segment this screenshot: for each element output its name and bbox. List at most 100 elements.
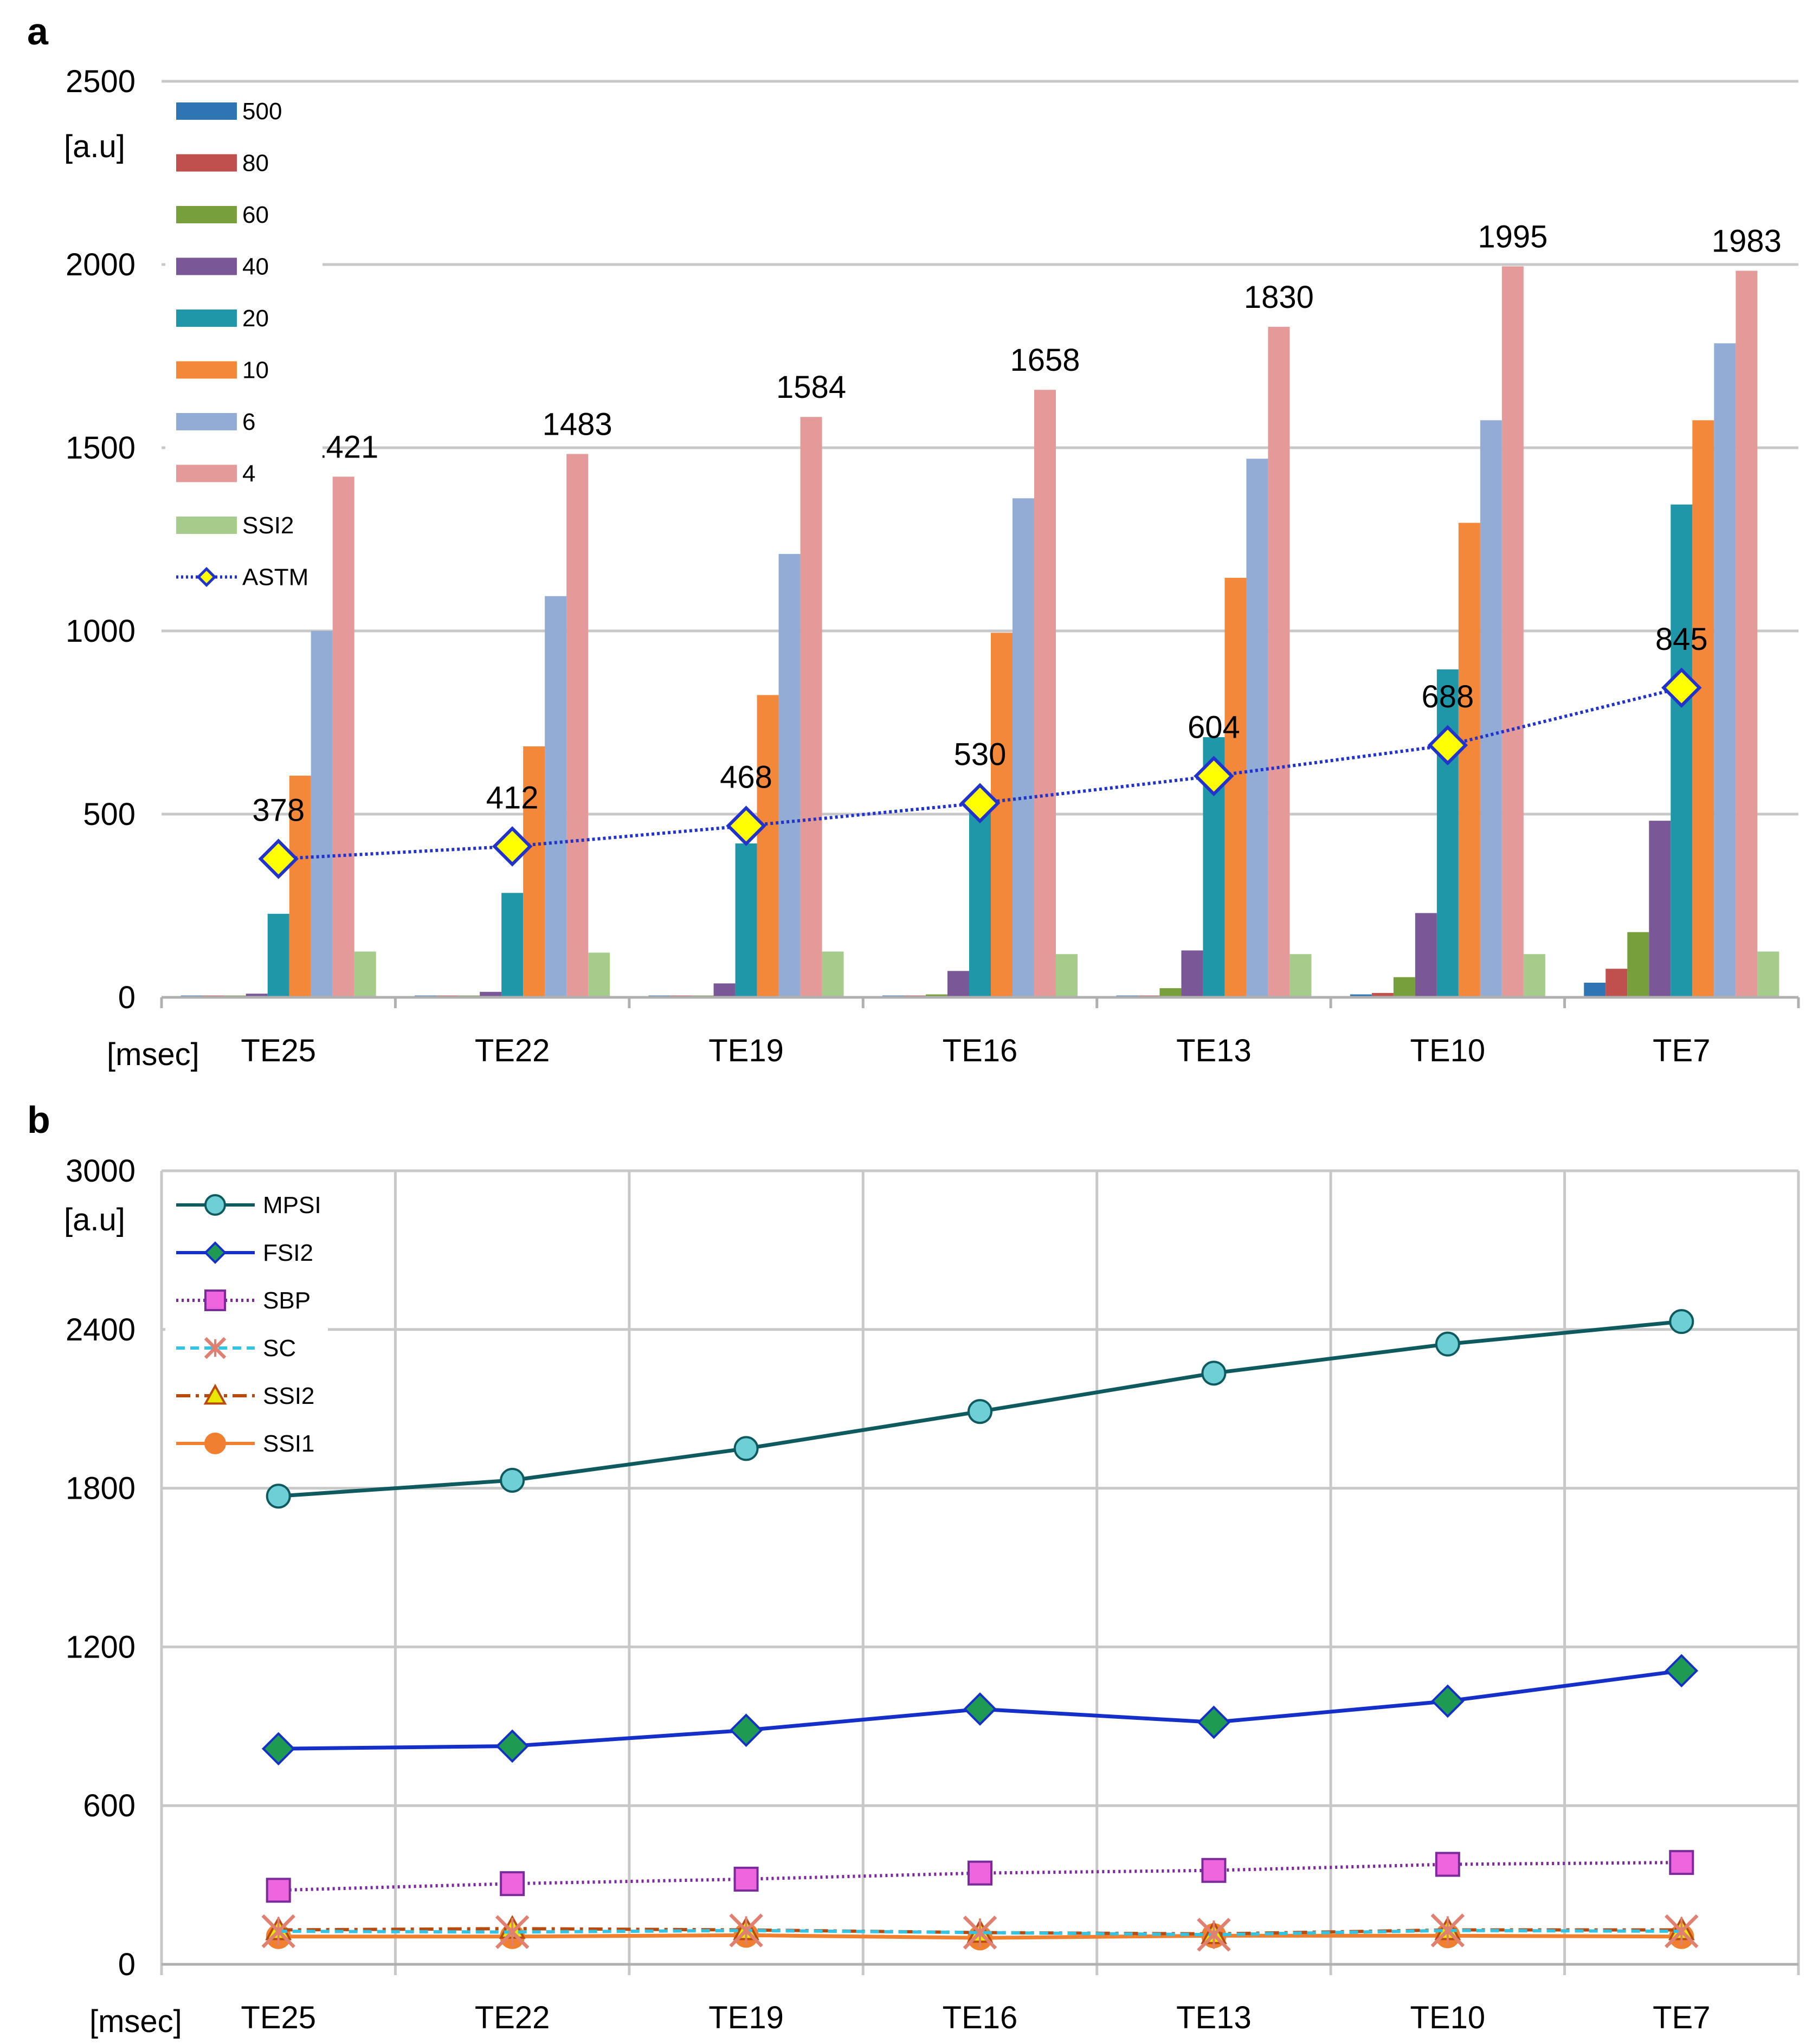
legend-label: 500 bbox=[242, 98, 282, 125]
x-tick-label: TE25 bbox=[241, 1033, 316, 1068]
bar bbox=[332, 476, 354, 997]
panel-b-letter: b bbox=[27, 1099, 50, 1141]
x-tick-label: TE22 bbox=[475, 2000, 550, 2035]
data-point bbox=[1669, 1309, 1694, 1334]
legend-item-4: 4 bbox=[176, 461, 255, 487]
data-point bbox=[963, 1916, 997, 1950]
data-label: 468 bbox=[720, 760, 772, 795]
legend-swatch bbox=[176, 309, 237, 327]
x-tick-label: TE19 bbox=[708, 2000, 784, 2035]
legend-background bbox=[165, 1179, 328, 1461]
bar bbox=[713, 983, 736, 997]
line-series-fsi2 bbox=[261, 1654, 1699, 1766]
data-label: 688 bbox=[1421, 679, 1474, 714]
x-tick-label: TE7 bbox=[1653, 2000, 1710, 2035]
data-point bbox=[1665, 1914, 1699, 1949]
data-label: 845 bbox=[1655, 622, 1708, 657]
bar bbox=[1268, 326, 1290, 998]
legend-item-mpsi: MPSI bbox=[176, 1192, 321, 1218]
data-point bbox=[733, 1866, 759, 1892]
bar bbox=[1159, 988, 1182, 997]
data-point bbox=[1197, 1705, 1231, 1739]
data-point bbox=[492, 826, 533, 867]
legend-swatch bbox=[176, 517, 237, 534]
bar bbox=[1224, 577, 1247, 997]
data-point bbox=[266, 1484, 291, 1509]
bar bbox=[1289, 954, 1312, 997]
data-point bbox=[1427, 725, 1468, 766]
legend-label: 6 bbox=[242, 409, 255, 435]
data-label: 1483 bbox=[543, 407, 612, 442]
legend-label: 40 bbox=[242, 254, 269, 280]
y-tick-label: 1800 bbox=[66, 1471, 136, 1506]
bar bbox=[991, 633, 1013, 997]
legend-item-ssi1: SSI1 bbox=[176, 1430, 314, 1457]
legend-label: ASTM bbox=[242, 564, 308, 591]
data-label: 1983 bbox=[1712, 223, 1782, 259]
legend-swatch bbox=[176, 206, 237, 223]
legend-item-60: 60 bbox=[176, 202, 269, 228]
bar bbox=[1523, 954, 1545, 997]
legend-label: SBP bbox=[263, 1287, 311, 1314]
bar bbox=[1501, 266, 1524, 997]
legend-marker bbox=[203, 1383, 227, 1405]
bar bbox=[822, 951, 844, 997]
legend-swatch bbox=[176, 257, 237, 275]
bar bbox=[1627, 932, 1649, 997]
bar bbox=[588, 952, 610, 997]
legend-item-fsi2: FSI2 bbox=[176, 1240, 313, 1266]
bar-series-10 bbox=[289, 420, 1714, 997]
legend-label: SSI2 bbox=[242, 512, 294, 539]
bar bbox=[969, 803, 991, 997]
legend-swatch bbox=[176, 361, 237, 379]
bar-series-ssi2 bbox=[354, 951, 1779, 997]
bar bbox=[1013, 498, 1034, 997]
bar bbox=[778, 554, 801, 997]
y-tick-label: 0 bbox=[118, 980, 136, 1015]
bar bbox=[1034, 390, 1056, 997]
legend-item-20: 20 bbox=[176, 305, 269, 332]
data-point bbox=[1197, 1918, 1231, 1952]
data-point bbox=[726, 805, 766, 846]
line-series-astm: 378 412 468 530 604 688 845 bbox=[252, 622, 1708, 879]
bar bbox=[1692, 420, 1714, 997]
data-label: 378 bbox=[252, 792, 305, 828]
legend-label: 4 bbox=[242, 461, 255, 487]
legend-item-ssi2: SSI2 bbox=[176, 1383, 314, 1409]
data-point bbox=[968, 1860, 992, 1886]
bar bbox=[1181, 950, 1203, 997]
legend-marker bbox=[196, 566, 217, 588]
y-tick-label: 1500 bbox=[66, 430, 136, 466]
bar bbox=[480, 991, 502, 997]
bar bbox=[757, 695, 779, 997]
x-tick-label: TE22 bbox=[475, 1033, 550, 1068]
data-point bbox=[1435, 1852, 1460, 1877]
y-tick-label: 600 bbox=[83, 1788, 136, 1823]
x-tick-label: TE25 bbox=[241, 2000, 316, 2035]
data-point bbox=[1665, 1654, 1699, 1688]
bar-series-6 bbox=[311, 343, 1736, 997]
legend-marker bbox=[204, 1433, 226, 1454]
x-tick-label: TE7 bbox=[1653, 1033, 1710, 1068]
y-tick-label: 0 bbox=[118, 1947, 136, 1982]
data-point bbox=[500, 1467, 525, 1493]
y-axis-unit-label: [a.u] bbox=[64, 1202, 125, 1237]
y-tick-label: 3000 bbox=[66, 1153, 136, 1189]
bar bbox=[1371, 992, 1394, 997]
panel-a-letter: a bbox=[27, 10, 49, 53]
bar-series-40 bbox=[246, 821, 1671, 997]
bar bbox=[1246, 459, 1268, 997]
data-label: 530 bbox=[954, 737, 1007, 772]
legend-label: FSI2 bbox=[263, 1240, 313, 1266]
panel-b-chart: b 0 600 1200 1800 2400 3000 TE25 TE22 TE19 TE16 TE1… bbox=[27, 1099, 1800, 2039]
bar bbox=[800, 417, 822, 997]
x-tick-label: TE16 bbox=[943, 2000, 1018, 2035]
data-point bbox=[261, 1914, 295, 1949]
bar bbox=[354, 951, 376, 997]
data-point bbox=[733, 1436, 759, 1461]
bar bbox=[1436, 669, 1459, 997]
line-series-mpsi bbox=[266, 1309, 1694, 1509]
legend-label: 60 bbox=[242, 202, 269, 228]
